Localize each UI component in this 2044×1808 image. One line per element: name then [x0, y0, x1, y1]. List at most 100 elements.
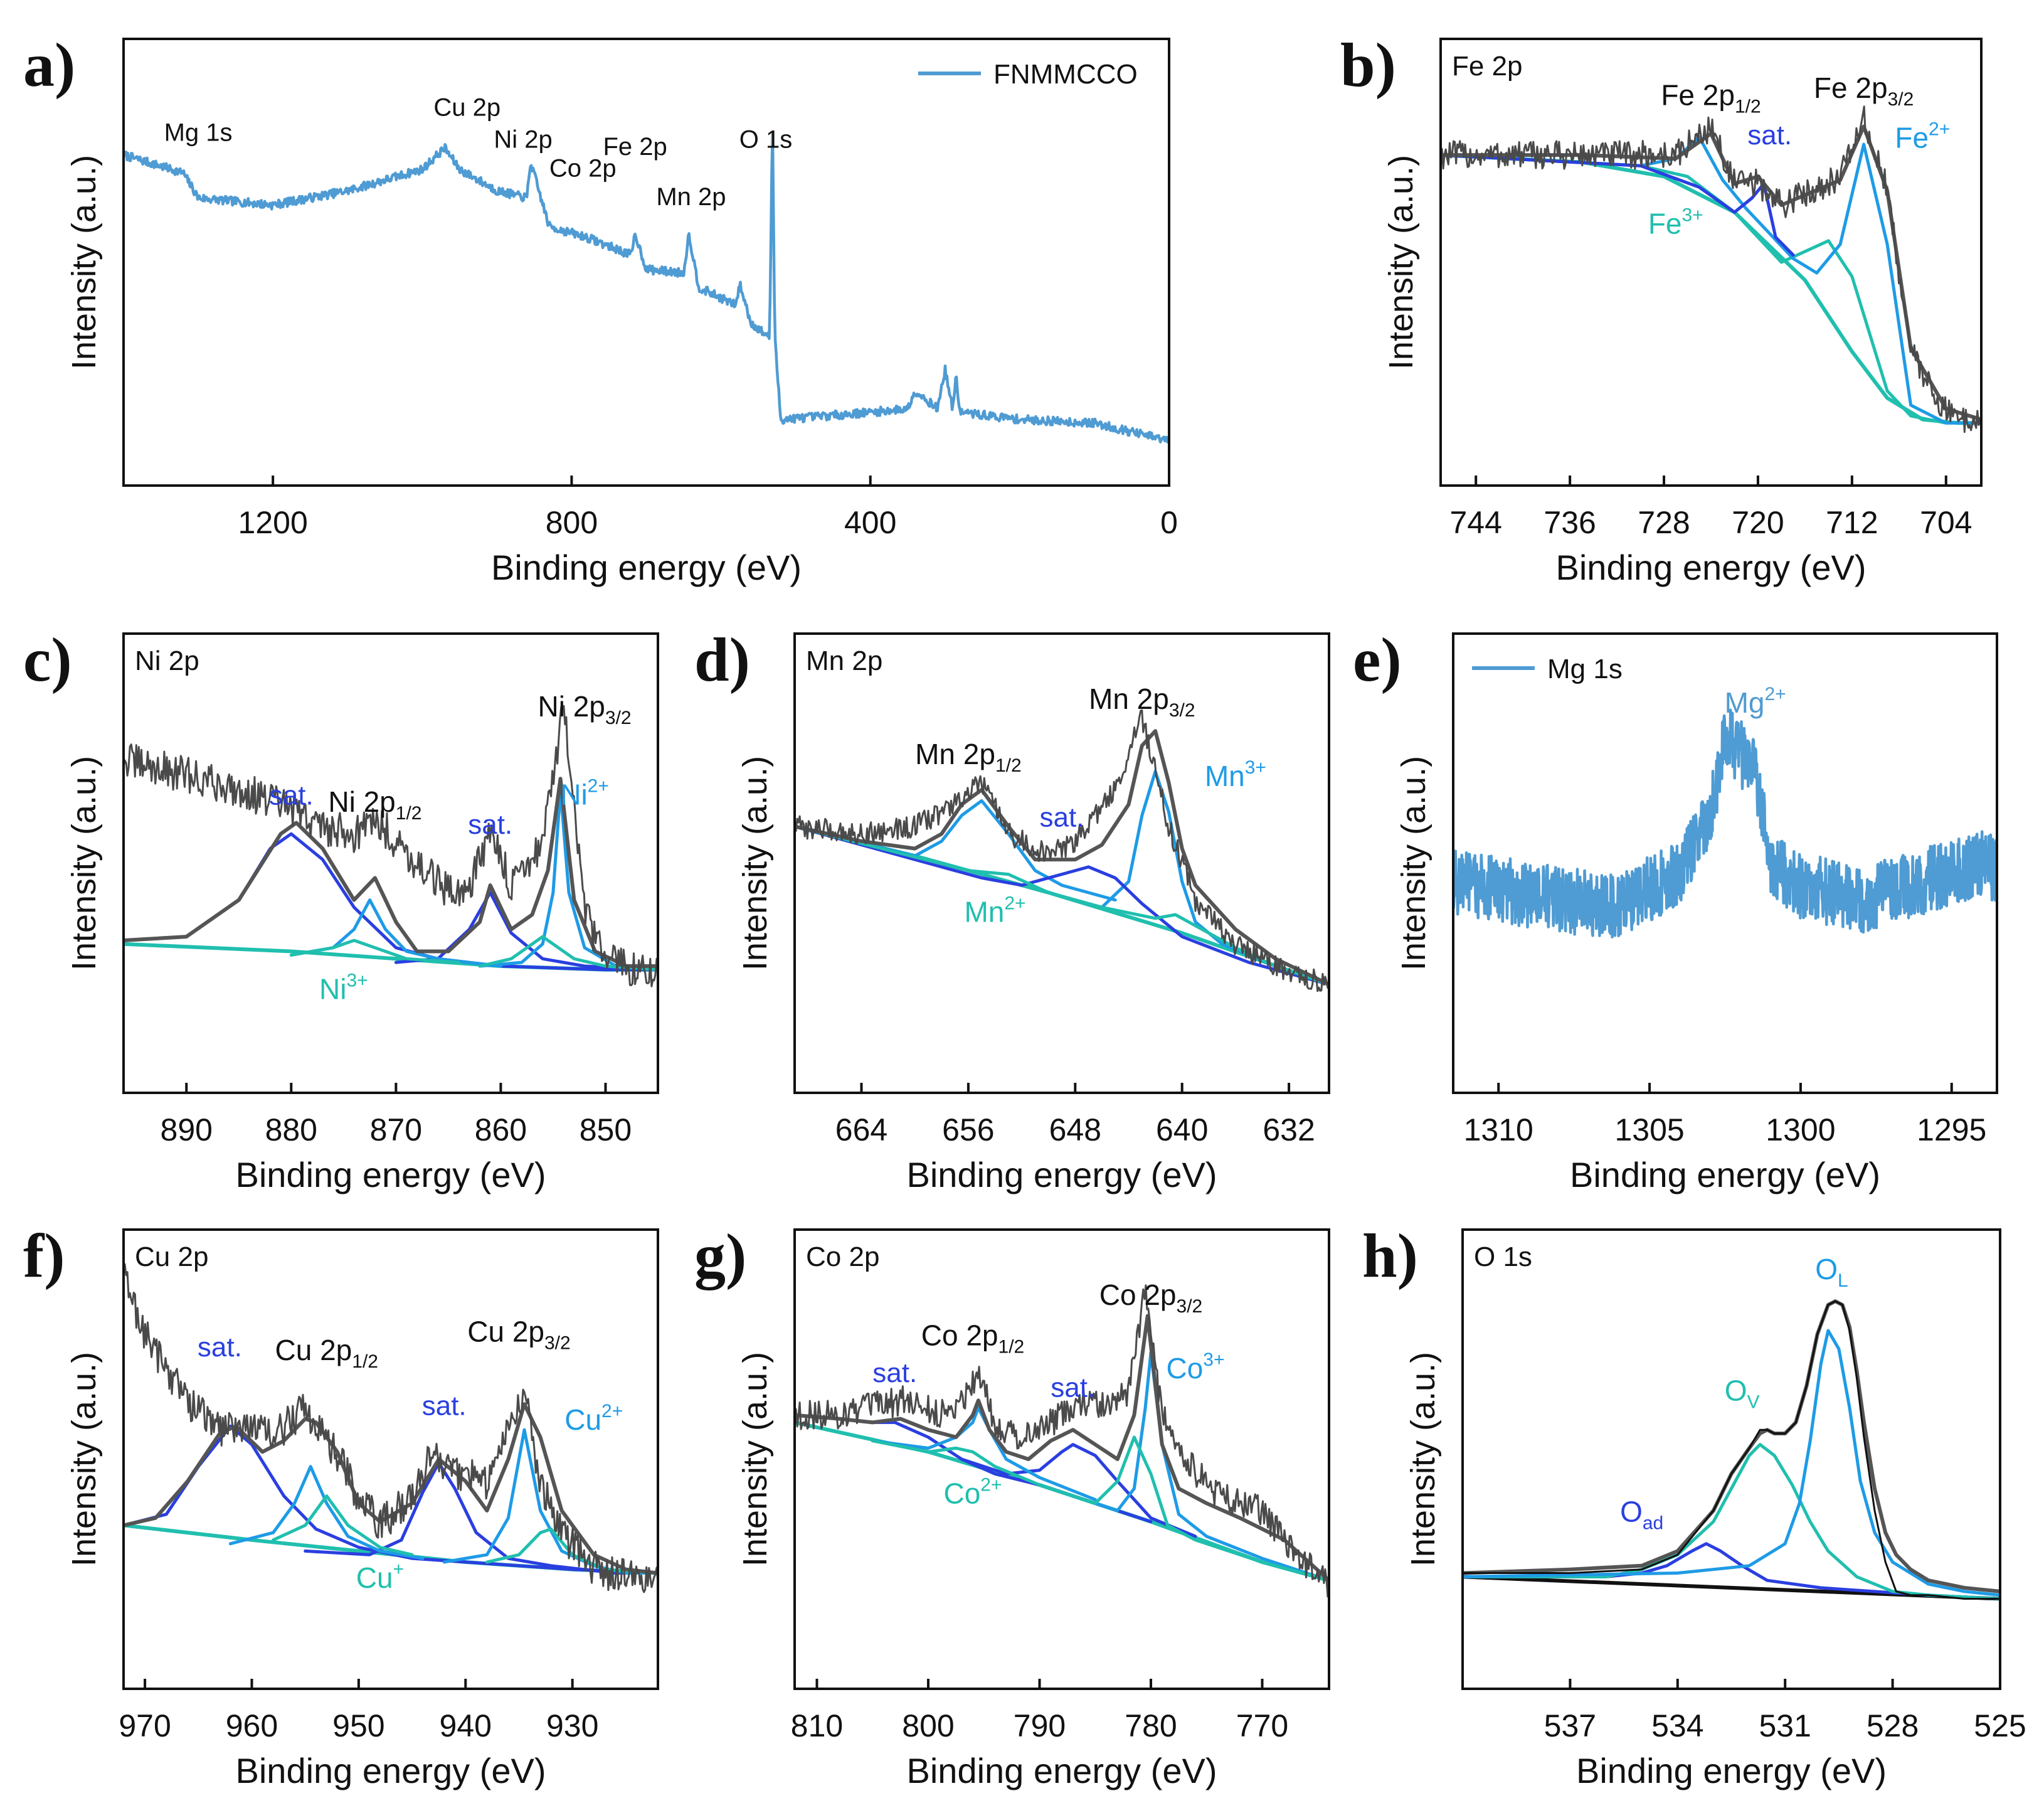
x-axis-label: Binding energy (eV)	[907, 1155, 1217, 1194]
series-survey-fnmmcco	[124, 131, 1169, 444]
legend: FNMMCCO	[918, 59, 1138, 90]
peak-annotation: sat.	[198, 1332, 242, 1363]
element-label: Ni 2p	[135, 646, 199, 676]
x-tick-label: 704	[1920, 505, 1972, 540]
plot-frame	[122, 632, 659, 1094]
peak-annotation: Mn3+	[1205, 757, 1266, 792]
peak-annotation: Co 2p	[549, 154, 617, 182]
x-tick-label: 1310	[1464, 1112, 1533, 1147]
series-envelope	[1463, 1299, 2000, 1593]
x-tick-label: 800	[546, 505, 598, 540]
peak-annotation: Mg2+	[1725, 684, 1786, 719]
x-axis-label: Binding energy (eV)	[491, 548, 802, 587]
peak-annotation: O 1s	[739, 126, 792, 154]
series-envelope	[124, 777, 658, 968]
xps-panel-g: 810 800 790 780 770 Binding energy (eV) Intens…	[694, 1221, 1330, 1790]
y-axis-label: Intensity (a.u.)	[65, 155, 103, 370]
panel-label: e)	[1353, 625, 1402, 694]
series-component-cu2-2p1-2	[228, 1465, 425, 1560]
series-component-sat-787	[960, 1443, 1197, 1538]
element-label: Fe 2p	[1452, 51, 1523, 82]
peak-annotation: Fe 2p1/2	[1661, 78, 1761, 117]
x-tick-label: 528	[1867, 1708, 1919, 1743]
peak-annotation: Ni 2p3/2	[538, 690, 632, 728]
peak-annotation: Oad	[1620, 1496, 1663, 1534]
peak-annotation: OL	[1815, 1253, 1848, 1291]
x-tick-label: 940	[440, 1708, 492, 1743]
xps-panel-a: 1200 800 400 0 Binding energy (eV) Intensity …	[23, 30, 1178, 587]
series-raw	[124, 1263, 658, 1593]
peak-annotation: sat.	[1747, 120, 1792, 151]
series-component-sat-861	[394, 891, 658, 972]
peak-annotation: Fe2+	[1895, 119, 1950, 154]
series-component-sat-	[1441, 153, 1795, 257]
peak-annotation: Cu 2p3/2	[467, 1316, 570, 1354]
x-axis-label: Binding energy (eV)	[907, 1751, 1217, 1790]
x-tick-label: 640	[1156, 1112, 1208, 1147]
peak-annotation: Mn 2p3/2	[1089, 683, 1195, 721]
y-axis-label: Intensity (a.u.)	[65, 1352, 103, 1566]
panel-label: c)	[23, 625, 72, 694]
x-tick-label: 930	[546, 1708, 598, 1743]
peak-annotation: Cu 2p	[433, 93, 500, 121]
peak-annotation: sat.	[422, 1391, 467, 1422]
plot-frame	[1452, 632, 1998, 1094]
y-axis-label: Intensity (a.u.)	[1395, 756, 1432, 970]
x-tick-label: 712	[1826, 505, 1878, 540]
legend-label: FNMMCCO	[993, 59, 1138, 90]
legend-label: Mg 1s	[1547, 654, 1623, 684]
x-tick-label: 770	[1236, 1708, 1288, 1743]
x-tick-label: 1300	[1766, 1112, 1835, 1147]
series-raw	[1463, 1300, 2000, 1600]
x-tick-label: 960	[226, 1708, 278, 1743]
x-tick-label: 1305	[1614, 1112, 1684, 1147]
series-group	[1463, 1299, 2000, 1601]
series-raw	[1441, 105, 1981, 433]
panel-label: g)	[694, 1221, 746, 1290]
x-axis-label: Binding energy (eV)	[236, 1155, 546, 1194]
peak-annotation: sat.	[269, 780, 314, 811]
x-tick-label: 744	[1449, 505, 1501, 540]
peak-annotation: Mn 2p1/2	[915, 738, 1022, 776]
peak-annotation: sat.	[872, 1358, 917, 1388]
peak-annotation: Fe3+	[1648, 205, 1703, 240]
plot-frame	[1439, 38, 1983, 487]
series-component-ol	[1463, 1329, 2000, 1597]
peak-annotation: Fe 2p3/2	[1814, 72, 1914, 110]
x-tick-label: 790	[1014, 1708, 1066, 1743]
panel-label: a)	[23, 30, 75, 100]
series-component-fe3-	[1441, 153, 1981, 425]
series-raw	[795, 1284, 1329, 1598]
peak-annotation: Co 2p1/2	[921, 1319, 1024, 1357]
series-component-ni2-2p1-2	[289, 898, 502, 968]
series-group	[1453, 708, 1997, 939]
x-tick-label: 664	[835, 1112, 887, 1147]
plot-frame	[793, 632, 1330, 1094]
y-axis-label: Intensity (a.u.)	[1404, 1352, 1442, 1566]
x-tick-label: 525	[1974, 1708, 2026, 1743]
peak-annotation: Cu 2p1/2	[275, 1334, 378, 1372]
x-tick-label: 1295	[1917, 1112, 1986, 1147]
plot-frame	[1461, 1228, 2001, 1690]
x-tick-label: 850	[580, 1112, 632, 1147]
peak-annotation: Mg 1s	[164, 119, 233, 146]
series-component-co3-2p1-2	[871, 1406, 1097, 1501]
x-tick-label: 728	[1638, 505, 1690, 540]
peak-annotation: Ni 2p	[494, 126, 552, 154]
x-axis-label: Binding energy (eV)	[236, 1751, 546, 1790]
x-tick-label: 870	[370, 1112, 422, 1147]
x-tick-label: 800	[902, 1708, 954, 1743]
plot-frame	[793, 1228, 1330, 1690]
xps-panel-h: 537 534 531 528 525 Binding energy (eV) Intens…	[1362, 1221, 2026, 1790]
x-tick-label: 534	[1651, 1708, 1703, 1743]
xps-panel-b: 744 736 728 720 712 704 Binding energy (eV) Int…	[1340, 30, 1983, 587]
series-group	[124, 131, 1169, 444]
panel-label: h)	[1362, 1221, 1418, 1290]
peak-annotation: Co 2p3/2	[1099, 1279, 1202, 1317]
y-axis-label: Intensity (a.u.)	[736, 756, 774, 970]
peak-annotation: Ni2+	[560, 775, 609, 811]
x-tick-label: 537	[1544, 1708, 1596, 1743]
y-axis-label: Intensity (a.u.)	[736, 1352, 774, 1566]
